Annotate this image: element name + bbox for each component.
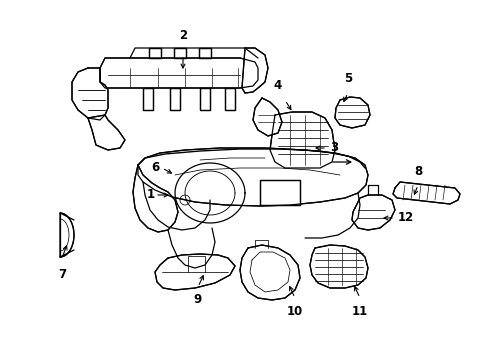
Text: 5: 5 (343, 72, 351, 85)
Polygon shape (260, 180, 299, 205)
Polygon shape (252, 98, 282, 136)
Polygon shape (142, 88, 153, 110)
Polygon shape (133, 165, 178, 232)
Text: 7: 7 (58, 268, 66, 281)
Text: 8: 8 (413, 165, 421, 178)
Text: 1: 1 (146, 189, 155, 202)
Text: 3: 3 (329, 141, 337, 154)
Polygon shape (224, 88, 235, 110)
Polygon shape (351, 195, 394, 230)
Text: 4: 4 (273, 79, 282, 92)
Text: 2: 2 (179, 29, 187, 42)
Polygon shape (392, 182, 459, 204)
Polygon shape (60, 213, 74, 257)
Polygon shape (100, 58, 258, 88)
Polygon shape (199, 48, 210, 58)
Polygon shape (72, 68, 108, 120)
Polygon shape (200, 88, 209, 110)
Polygon shape (149, 48, 161, 58)
Polygon shape (242, 48, 267, 93)
Polygon shape (240, 245, 299, 300)
Text: 9: 9 (193, 293, 202, 306)
Text: 11: 11 (351, 305, 367, 318)
Polygon shape (138, 148, 367, 206)
Polygon shape (88, 115, 125, 150)
Polygon shape (155, 254, 235, 290)
Polygon shape (309, 245, 367, 288)
Polygon shape (334, 97, 369, 128)
Polygon shape (174, 48, 185, 58)
Polygon shape (170, 88, 180, 110)
Text: 6: 6 (151, 162, 160, 175)
Text: 10: 10 (286, 305, 303, 318)
Polygon shape (269, 112, 334, 168)
Text: 12: 12 (397, 211, 413, 225)
